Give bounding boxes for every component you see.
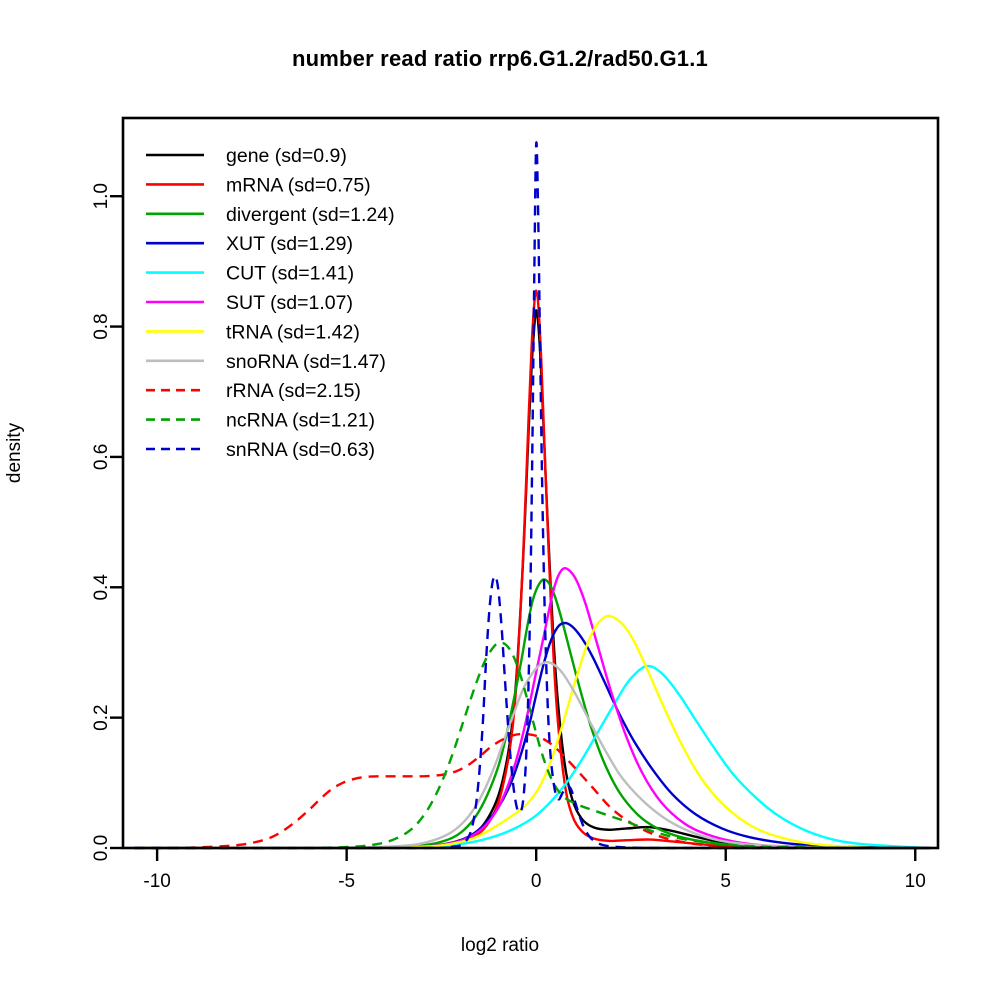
legend-label-SUT: SUT (sd=1.07) — [226, 292, 353, 314]
legend-label-snRNA: snRNA (sd=0.63) — [226, 439, 375, 461]
density-curve-tRNA — [134, 614, 931, 850]
y-tick-label: 0.8 — [91, 313, 112, 339]
x-tick-label: 10 — [905, 871, 926, 892]
density-curve-ncRNA — [134, 641, 931, 850]
x-tick-label: -5 — [338, 871, 355, 892]
x-tick-label: 0 — [531, 871, 542, 892]
legend-label-tRNA: tRNA (sd=1.42) — [226, 321, 360, 343]
legend-label-mRNA: mRNA (sd=0.75) — [226, 174, 371, 196]
legend-label-divergent: divergent (sd=1.24) — [226, 204, 395, 226]
legend: gene (sd=0.9) mRNA (sd=0.75) divergent (sd… — [146, 145, 395, 461]
density-curve-rRNA — [134, 732, 931, 850]
density-curve-divergent — [134, 578, 931, 850]
y-tick-label: 0.2 — [91, 704, 112, 730]
legend-label-snoRNA: snoRNA (sd=1.47) — [226, 351, 386, 373]
axes-frame-layer — [121, 116, 940, 850]
chart-title: number read ratio rrp6.G1.2/rad50.G1.1 — [292, 46, 708, 71]
y-tick-label: 0.4 — [91, 574, 112, 601]
density-curves-layer — [134, 141, 931, 850]
x-tick-label: -10 — [143, 871, 170, 892]
y-tick-label: 0.6 — [91, 444, 112, 470]
density-curve-snoRNA — [134, 661, 931, 850]
axis-ticks-layer: -10 -5 0 5 10 0.0 0.2 0.4 0.6 0.8 1.0 — [91, 183, 926, 892]
density-curve-snRNA — [134, 141, 931, 850]
plot-frame — [121, 116, 940, 850]
x-axis-label: log2 ratio — [460, 935, 540, 956]
legend-label-ncRNA: ncRNA (sd=1.21) — [226, 410, 375, 432]
legend-label-XUT: XUT (sd=1.29) — [226, 233, 353, 255]
y-tick-label: 0.0 — [91, 835, 112, 861]
legend-label-rRNA: rRNA (sd=2.15) — [226, 380, 361, 402]
y-tick-label: 1.0 — [91, 183, 112, 209]
legend-label-gene: gene (sd=0.9) — [226, 145, 347, 167]
legend-label-CUT: CUT (sd=1.41) — [226, 263, 354, 285]
x-tick-label: 5 — [720, 871, 731, 892]
